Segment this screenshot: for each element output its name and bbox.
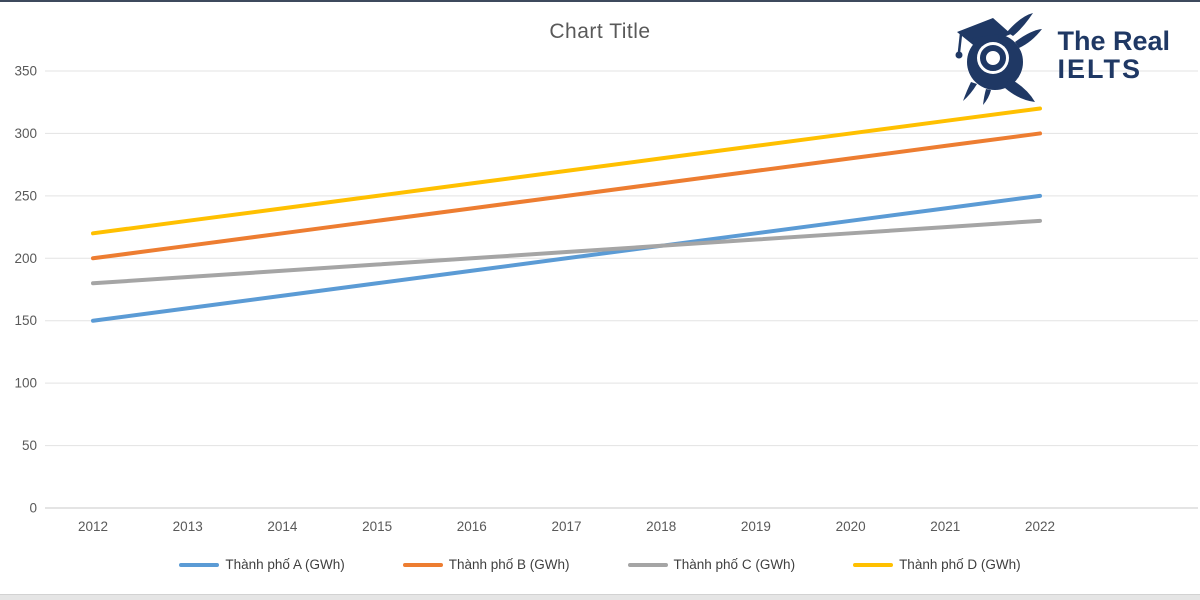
series-line-d bbox=[91, 106, 1042, 236]
x-axis-tick-label: 2014 bbox=[267, 519, 298, 534]
legend-swatch bbox=[402, 562, 443, 567]
owl-graduate-icon bbox=[955, 13, 1043, 105]
legend-swatch bbox=[627, 562, 668, 567]
legend-item-a: Thành phố A (GWh) bbox=[179, 557, 345, 572]
x-axis-tick-label: 2018 bbox=[646, 519, 676, 534]
logo-text: The Real IELTS bbox=[1057, 28, 1170, 83]
y-axis-tick-label: 300 bbox=[14, 126, 37, 141]
x-axis-tick-label: 2021 bbox=[930, 519, 960, 534]
y-axis-tick-label: 50 bbox=[22, 438, 37, 453]
legend-item-d: Thành phố D (GWh) bbox=[853, 557, 1021, 572]
x-axis-tick-label: 2017 bbox=[551, 519, 581, 534]
the-real-ielts-logo: The Real IELTS bbox=[949, 6, 1170, 106]
y-axis-tick-label: 350 bbox=[14, 64, 37, 79]
x-axis-tick-label: 2016 bbox=[457, 519, 487, 534]
y-axis-tick-label: 200 bbox=[14, 251, 37, 266]
x-axis-tick-label: 2013 bbox=[173, 519, 203, 534]
legend-label: Thành phố A (GWh) bbox=[225, 557, 345, 572]
bottom-bar bbox=[0, 594, 1200, 600]
legend-label: Thành phố D (GWh) bbox=[899, 557, 1021, 572]
legend-swatch bbox=[853, 562, 894, 567]
series-line-b bbox=[91, 131, 1042, 261]
y-axis-tick-label: 0 bbox=[29, 501, 37, 516]
legend-item-b: Thành phố B (GWh) bbox=[402, 557, 570, 572]
x-axis-tick-label: 2020 bbox=[836, 519, 866, 534]
logo-text-line1: The Real bbox=[1057, 26, 1170, 57]
series-line-c bbox=[91, 218, 1042, 286]
x-axis-tick-label: 2012 bbox=[78, 519, 108, 534]
top-border bbox=[0, 0, 1200, 2]
chart-legend: Thành phố A (GWh) Thành phố B (GWh) Thành … bbox=[0, 557, 1200, 572]
legend-swatch bbox=[179, 562, 220, 567]
legend-item-c: Thành phố C (GWh) bbox=[627, 557, 796, 572]
legend-label: Thành phố C (GWh) bbox=[673, 557, 796, 572]
series-line-a bbox=[91, 193, 1042, 323]
y-axis-tick-label: 100 bbox=[14, 376, 37, 391]
x-axis-tick-label: 2019 bbox=[741, 519, 771, 534]
x-axis-tick-label: 2022 bbox=[1025, 519, 1055, 534]
logo-text-line2: IELTS bbox=[1057, 54, 1142, 84]
y-axis-tick-label: 150 bbox=[14, 313, 37, 328]
legend-label: Thành phố B (GWh) bbox=[448, 557, 570, 572]
chart-title: Chart Title bbox=[549, 20, 651, 43]
y-axis-tick-label: 250 bbox=[14, 188, 37, 203]
x-axis-tick-label: 2015 bbox=[362, 519, 392, 534]
